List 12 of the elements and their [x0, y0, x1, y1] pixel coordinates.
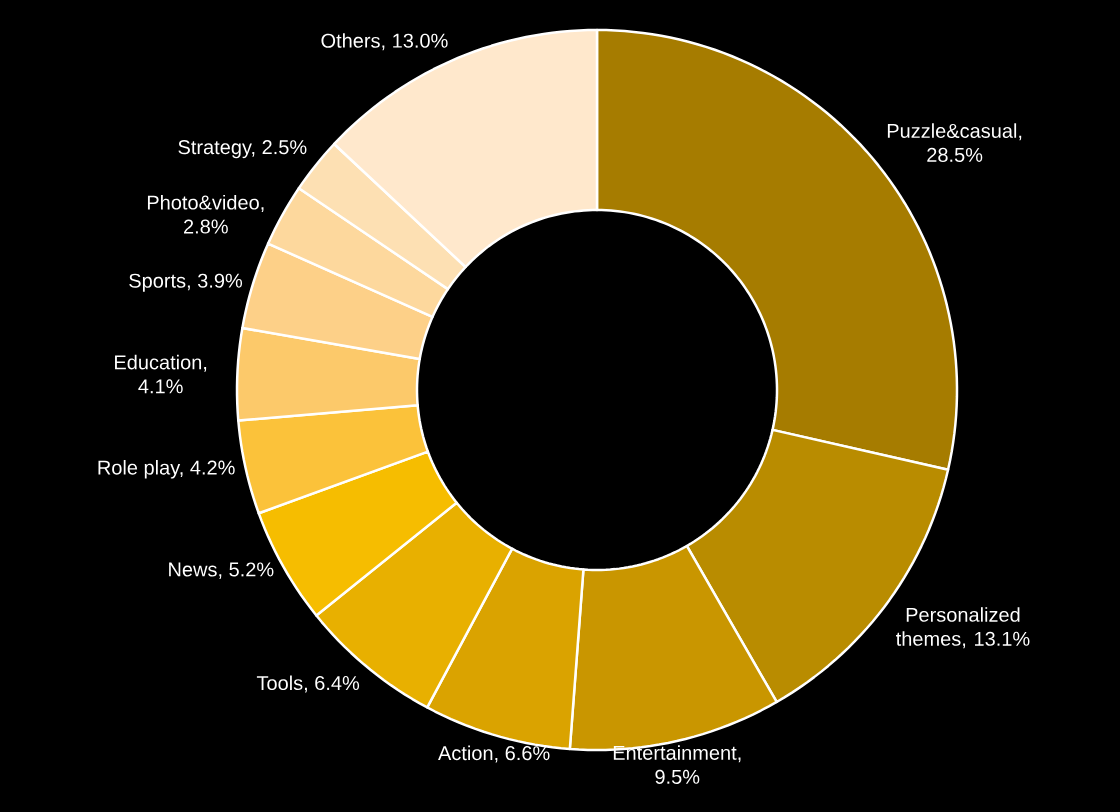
- data-label: Strategy, 2.5%: [178, 140, 307, 159]
- data-label: Role play, 4.2%: [98, 459, 235, 479]
- data-label: News, 5.2%: [169, 562, 274, 579]
- data-label: Entertainment, 9.5%: [613, 745, 741, 784]
- data-label: Sports, 3.9%: [129, 273, 243, 292]
- data-label: Puzzle&casual, 28.5%: [887, 123, 1022, 162]
- data-label: Education, 4.1%: [115, 354, 207, 394]
- data-label: Action, 6.6%: [438, 745, 550, 763]
- data-label: Tools, 6.4%: [256, 675, 360, 693]
- data-label: Photo&video, 2.8%: [147, 194, 264, 234]
- data-label: Personalized themes, 13.1%: [896, 607, 1030, 649]
- data-label: Others, 13.0%: [321, 33, 448, 51]
